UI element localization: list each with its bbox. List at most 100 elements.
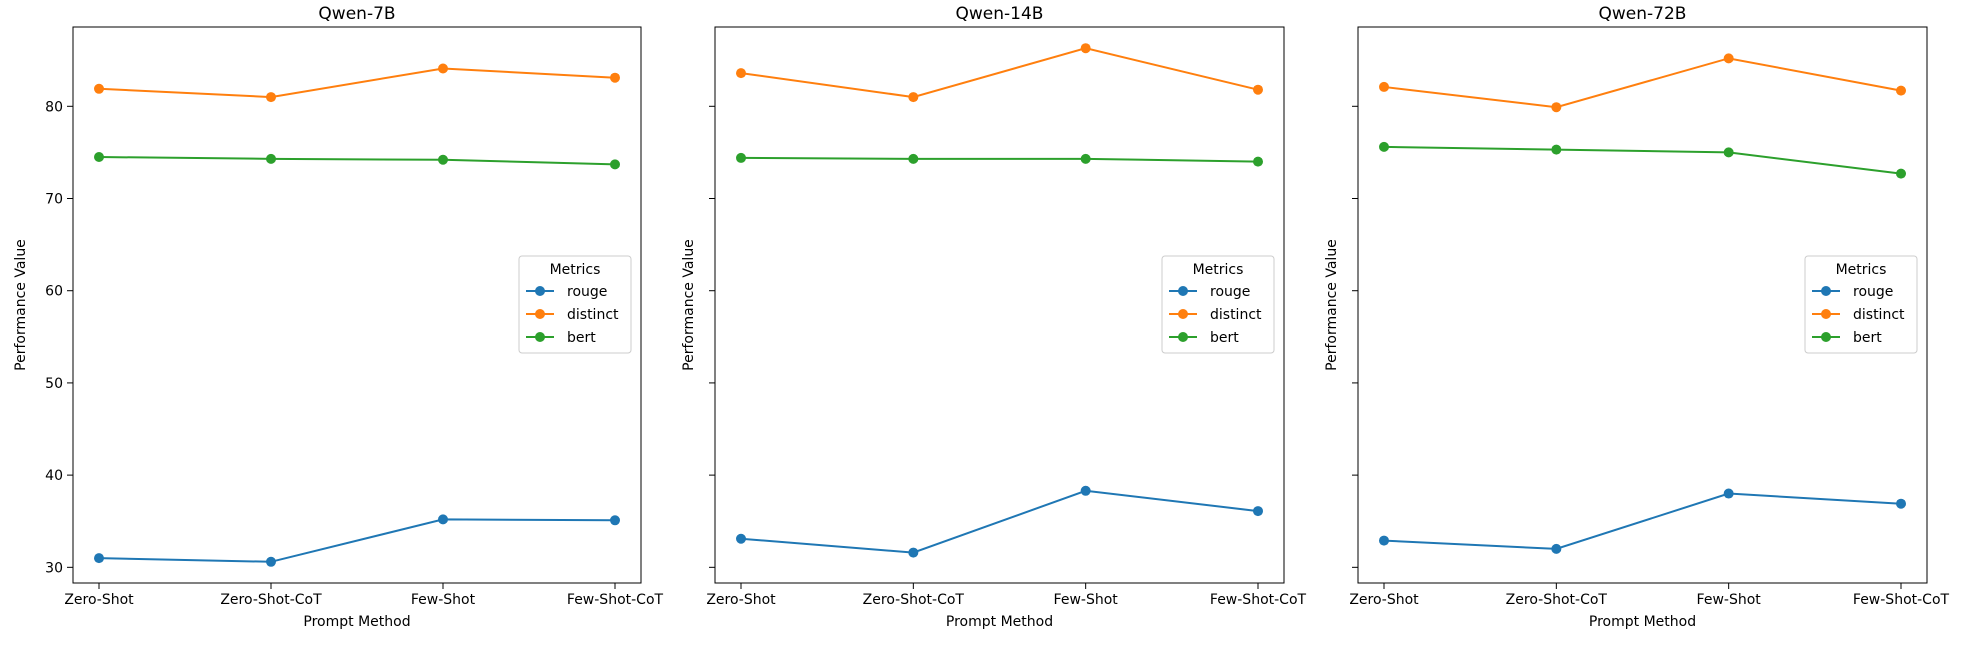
series-line-distinct: [740, 47, 1259, 99]
data-point-distinct: [438, 63, 448, 74]
data-point-distinct: [1551, 102, 1562, 113]
x-tick-label: Zero-Shot: [64, 592, 134, 608]
legend-marker-bert: [1821, 332, 1831, 342]
series-bert: [94, 152, 620, 170]
y-tick-label: 60: [45, 284, 63, 300]
legend-marker-distinct: [535, 309, 545, 319]
legend-label-bert: bert: [1210, 330, 1239, 346]
x-tick-label: Zero-Shot-CoT: [863, 592, 965, 608]
data-point-distinct: [1379, 81, 1389, 92]
legend-label-rouge: rouge: [1210, 284, 1250, 300]
data-point-bert: [610, 159, 620, 170]
data-point-bert: [1551, 144, 1562, 155]
data-point-distinct: [610, 72, 620, 83]
legend-box: [518, 255, 632, 354]
chart-panel-3: Qwen-72B Zero-Shot Zero-Shot-CoT Few-Shot Fe…: [1324, 4, 1950, 630]
legend-marker-rouge: [1178, 286, 1188, 296]
legend-label-rouge: rouge: [567, 284, 607, 300]
axes-frame: [72, 26, 642, 584]
legend-label-distinct: distinct: [1853, 307, 1905, 323]
data-point-distinct: [908, 92, 919, 103]
series-line-rouge: [98, 518, 616, 563]
series-line-bert: [740, 156, 1259, 163]
x-axis-label: Prompt Method: [946, 614, 1053, 630]
series-line-rouge: [1383, 492, 1902, 550]
data-point-distinct: [736, 68, 746, 79]
data-point-rouge: [1723, 488, 1734, 499]
x-tick-label: Few-Shot-CoT: [567, 592, 664, 608]
axes-frame: [714, 26, 1285, 584]
legend-marker-distinct: [1821, 309, 1831, 319]
y-tick-label: 50: [45, 376, 63, 392]
x-axis-label: Prompt Method: [303, 614, 410, 630]
series-rouge: [736, 485, 1263, 558]
legend-marker-bert: [535, 332, 545, 342]
data-point-bert: [1253, 156, 1263, 167]
y-axis-label: Performance Value: [681, 239, 697, 371]
series-distinct: [1379, 53, 1906, 113]
data-point-bert: [1379, 141, 1389, 152]
axes-frame: [1357, 26, 1928, 584]
legend: Metrics rouge distinct bert: [518, 255, 632, 354]
legend: Metrics rouge distinct bert: [1804, 255, 1918, 354]
series-line-bert: [1383, 145, 1902, 175]
data-point-rouge: [1253, 506, 1263, 517]
data-point-bert: [438, 154, 448, 165]
y-axis-label: Performance Value: [1324, 239, 1340, 371]
legend-title: Metrics: [1836, 262, 1887, 278]
data-point-bert: [736, 152, 746, 163]
x-tick-label: Few-Shot: [1054, 592, 1119, 608]
y-tick-label: 40: [45, 468, 63, 484]
y-tick-label: 30: [45, 560, 63, 576]
data-point-rouge: [1551, 543, 1562, 554]
data-point-rouge: [736, 533, 746, 544]
series-line-distinct: [98, 67, 616, 99]
chart-panel-2: Qwen-14B Zero-Shot Zero-Shot-CoT Few-Shot Fe…: [681, 4, 1307, 630]
data-point-distinct: [1080, 43, 1091, 54]
data-point-distinct: [266, 92, 276, 103]
series-line-distinct: [1383, 57, 1902, 109]
data-point-bert: [1896, 168, 1906, 179]
series-bert: [1379, 141, 1906, 179]
data-point-rouge: [1080, 485, 1091, 496]
x-tick-label: Few-Shot-CoT: [1853, 592, 1950, 608]
data-point-rouge: [610, 515, 620, 526]
x-tick-label: Zero-Shot-CoT: [220, 592, 322, 608]
legend-title: Metrics: [1193, 262, 1244, 278]
data-point-rouge: [438, 514, 448, 525]
series-rouge: [94, 514, 620, 567]
x-tick-label: Zero-Shot-CoT: [1506, 592, 1608, 608]
series-line-rouge: [740, 489, 1259, 554]
series-line-bert: [98, 156, 616, 166]
x-tick-label: Few-Shot-CoT: [1210, 592, 1307, 608]
data-point-rouge: [266, 556, 276, 567]
x-tick-label: Few-Shot: [411, 592, 476, 608]
chart-title: Qwen-7B: [318, 4, 395, 24]
chart-title: Qwen-14B: [956, 4, 1044, 24]
legend-label-distinct: distinct: [567, 307, 619, 323]
legend-title: Metrics: [550, 262, 601, 278]
data-point-bert: [1080, 153, 1091, 164]
chart-title: Qwen-72B: [1599, 4, 1687, 24]
chart-panel-1: Qwen-7B 30 40 50 60 70 80 Zero-Shot Zero-Shot-Co…: [13, 4, 664, 630]
legend-marker-rouge: [1821, 286, 1831, 296]
data-point-distinct: [94, 83, 104, 94]
x-axis-label: Prompt Method: [1589, 614, 1696, 630]
data-point-rouge: [1379, 535, 1389, 546]
y-tick-label: 70: [45, 192, 63, 208]
data-point-distinct: [1896, 85, 1906, 96]
data-point-distinct: [1723, 53, 1734, 64]
y-axis-label: Performance Value: [13, 239, 29, 371]
data-point-distinct: [1253, 84, 1263, 95]
series-bert: [736, 152, 1263, 167]
legend: Metrics rouge distinct bert: [1161, 255, 1275, 354]
x-tick-label: Zero-Shot: [706, 592, 776, 608]
legend-box: [1804, 255, 1918, 354]
legend-box: [1161, 255, 1275, 354]
legend-label-rouge: rouge: [1853, 284, 1893, 300]
series-rouge: [1379, 488, 1906, 554]
data-point-bert: [266, 153, 276, 164]
legend-marker-distinct: [1178, 309, 1188, 319]
legend-marker-rouge: [535, 286, 545, 296]
